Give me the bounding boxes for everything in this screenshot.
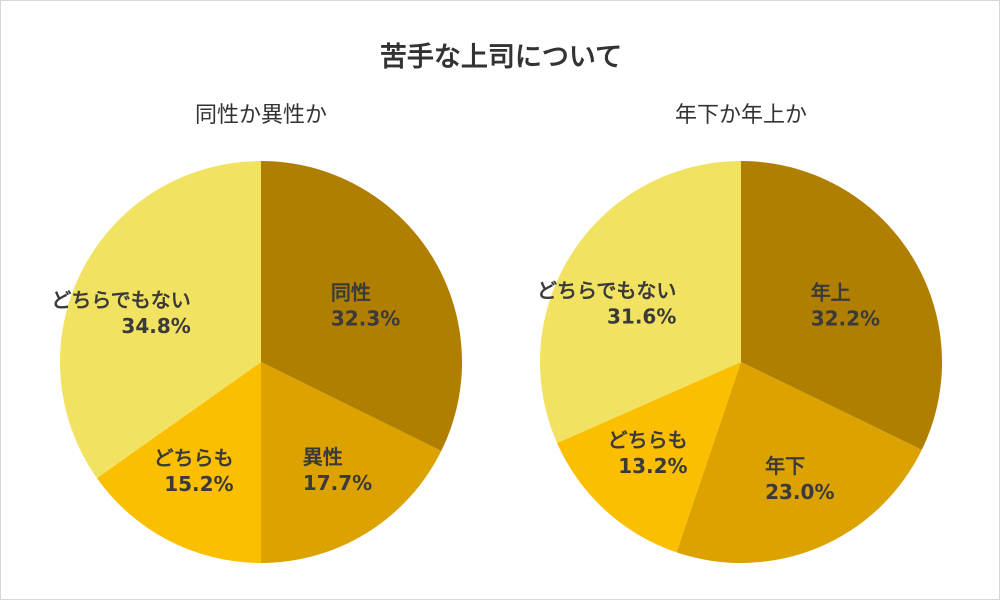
pie-left-slice-2 bbox=[261, 362, 442, 563]
pie-right-slice-4-label: どちらでもない bbox=[537, 279, 676, 303]
chart-title: 苦手な上司について bbox=[379, 42, 623, 73]
pie-left-slice-1 bbox=[261, 161, 462, 451]
pie-right-slice-3-label: どちらも bbox=[608, 428, 688, 452]
pie-left-slice-1-value: 32.3% bbox=[331, 307, 400, 331]
pie-right-slice-3 bbox=[557, 362, 741, 553]
pie-left-slice-3-label: どちらも bbox=[154, 446, 234, 470]
pie-right-slice-2-value: 23.0% bbox=[765, 480, 834, 504]
pie-left-slice-4 bbox=[60, 161, 262, 479]
pie-right-slice-1-label: 年上 bbox=[811, 280, 851, 304]
pie-left-title: 同性か異性か bbox=[194, 103, 327, 128]
pie-right-slice-1-value: 32.2% bbox=[811, 306, 880, 330]
pie-left-slice-3-value: 15.2% bbox=[164, 472, 233, 496]
pie-right-slice-2-label: 年下 bbox=[765, 454, 805, 478]
pie-left-slice-4-label: どちらでもない bbox=[51, 288, 190, 312]
pie-right-title: 年下か年上か bbox=[674, 103, 807, 128]
pie-left-slice-3 bbox=[96, 362, 261, 563]
pie-left-slice-2-label: 異性 bbox=[303, 445, 343, 469]
pie-left-slice-2-value: 17.7% bbox=[303, 471, 372, 495]
pie-left-slice-1-label: 同性 bbox=[331, 281, 371, 305]
pie-right-slice-4 bbox=[540, 161, 741, 443]
pie-right-slice-2 bbox=[676, 362, 922, 564]
pie-right-slice-3-value: 13.2% bbox=[618, 454, 687, 478]
pie-right-slice-1 bbox=[741, 161, 942, 450]
pie-right-slice-4-value: 31.6% bbox=[607, 305, 676, 329]
pie-left-slice-4-value: 34.8% bbox=[121, 314, 190, 338]
